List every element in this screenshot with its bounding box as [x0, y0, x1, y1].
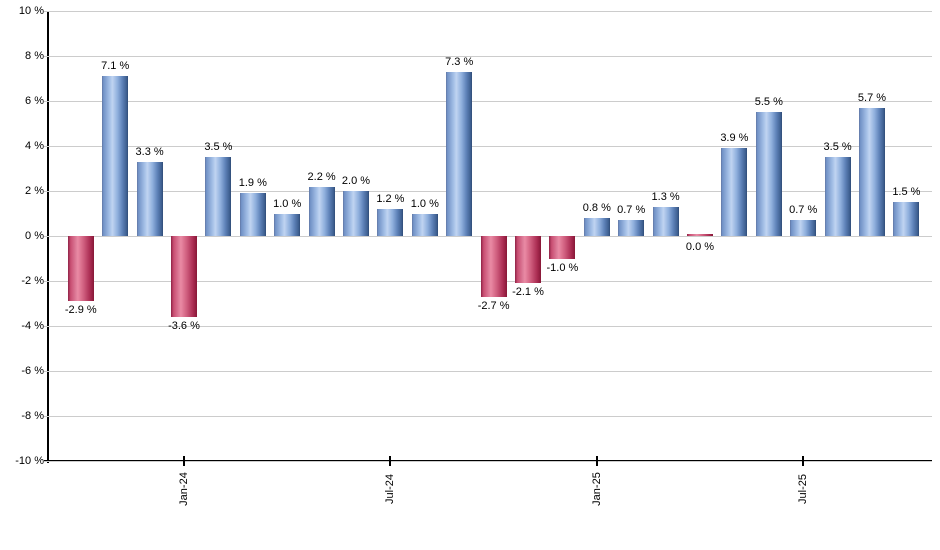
gridline: [44, 190, 932, 192]
bar-value-label: 1.2 %: [376, 193, 405, 205]
bar: [411, 213, 438, 236]
bar-value-label: 0.8 %: [582, 202, 611, 214]
bar: [549, 236, 576, 259]
bar: [239, 193, 266, 236]
bar: [583, 218, 610, 236]
bar: [790, 220, 817, 236]
bar: [515, 236, 541, 284]
y-axis-line: [47, 11, 49, 463]
gridline: [44, 325, 932, 327]
bar: [480, 236, 507, 297]
y-axis-tick-label: 0 %: [25, 230, 44, 242]
bar-value-label: -3.6 %: [168, 320, 200, 332]
y-axis-tick-label: 6 %: [25, 95, 44, 107]
x-axis-tick: [389, 456, 392, 466]
gridline: [44, 55, 932, 57]
bar-value-label: 7.1 %: [101, 60, 130, 73]
gridline: [44, 415, 932, 417]
x-axis-tick-label: Jan-25: [590, 472, 603, 506]
bar-value-label: -2.7 %: [477, 299, 510, 312]
bar-value-label: 0.7 %: [789, 204, 818, 217]
bar-value-label: -2.9 %: [64, 304, 97, 317]
y-axis-tick-label: -8 %: [21, 410, 44, 422]
bar: [652, 206, 679, 236]
gridline: [44, 10, 932, 12]
bar: [893, 202, 920, 236]
bar: [755, 112, 782, 236]
bar-value-label: -2.1 %: [512, 286, 544, 299]
y-axis-tick-label: -10 %: [15, 455, 44, 467]
gridline: [44, 370, 932, 372]
bar: [136, 161, 163, 236]
bar-value-label: 3.9 %: [720, 132, 749, 145]
bar: [721, 148, 748, 236]
x-axis-tick: [595, 456, 598, 466]
bar-value-label: 3.5 %: [823, 141, 852, 154]
bar: [859, 107, 885, 236]
bar-value-label: 2.2 %: [307, 170, 336, 183]
bar-value-label: 3.5 %: [204, 141, 233, 154]
bar-value-label: 1.3 %: [651, 190, 680, 203]
bar: [377, 209, 404, 236]
bar: [343, 191, 369, 236]
bar-value-label: -1.0 %: [546, 261, 579, 274]
bar-value-label: 7.3 %: [445, 55, 474, 68]
bar-value-label: 1.9 %: [238, 177, 267, 190]
bar: [171, 236, 197, 317]
bar: [824, 157, 851, 236]
bar-value-label: 0.0 %: [685, 241, 715, 253]
x-axis-tick: [183, 456, 185, 466]
x-axis-tick: [802, 456, 805, 466]
bar: [102, 76, 129, 236]
x-axis-tick-label: Jul-25: [797, 474, 810, 504]
bar: [687, 234, 713, 236]
y-axis-tick-label: -4 %: [21, 320, 44, 332]
y-axis-tick-label: 10 %: [18, 5, 44, 17]
bar: [308, 186, 335, 236]
y-axis-tick-label: -2 %: [21, 275, 44, 287]
bar: [446, 71, 473, 236]
bar: [205, 157, 232, 236]
bar-value-label: 3.3 %: [135, 145, 164, 158]
bar-value-label: 1.0 %: [273, 197, 302, 210]
gridline: [44, 100, 932, 102]
x-axis-tick-label: Jan-24: [178, 472, 190, 506]
gridline: [44, 460, 932, 462]
bar: [67, 236, 94, 302]
bar-value-label: 5.7 %: [857, 91, 887, 104]
bar-value-label: 0.7 %: [617, 204, 646, 217]
bar: [274, 213, 301, 236]
bar-value-label: 2.0 %: [341, 175, 371, 187]
y-axis-tick-label: 4 %: [25, 140, 44, 152]
y-axis-tick-label: -6 %: [21, 365, 44, 377]
y-axis-tick-label: 2 %: [25, 185, 44, 197]
x-axis-tick-label: Jul-24: [384, 474, 397, 504]
y-axis-tick-label: 8 %: [25, 50, 44, 62]
bar-value-label: 5.5 %: [754, 96, 783, 109]
gridline: [44, 145, 932, 147]
bar-value-label: 1.0 %: [410, 197, 439, 210]
bar: [618, 220, 645, 236]
bar-value-label: 1.5 %: [892, 186, 921, 199]
